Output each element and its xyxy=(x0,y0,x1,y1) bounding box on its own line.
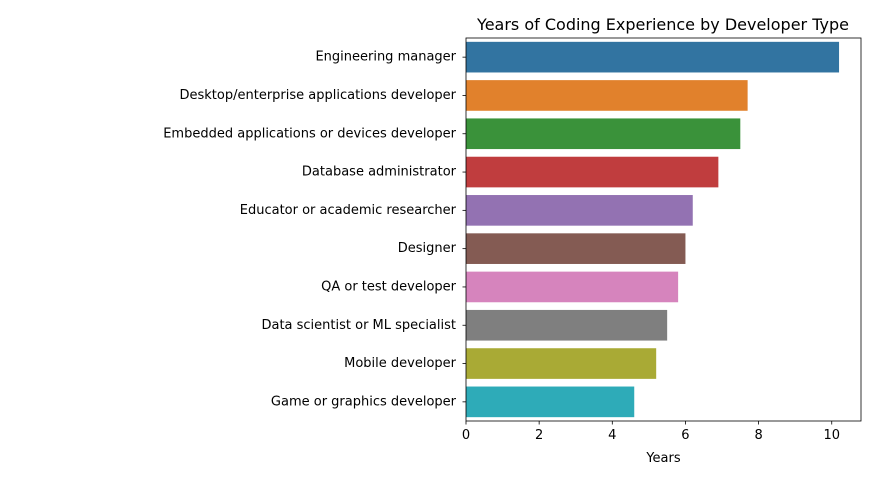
bar-2 xyxy=(466,118,741,150)
category-label-2: Embedded applications or devices develop… xyxy=(163,126,456,141)
category-label-3: Database administrator xyxy=(302,165,457,180)
category-label-5: Designer xyxy=(398,241,457,256)
category-label-8: Mobile developer xyxy=(344,356,457,371)
category-label-4: Educator or academic researcher xyxy=(240,203,457,218)
bar-8 xyxy=(466,348,657,379)
axes-frame xyxy=(465,37,862,422)
x-tick-label-2: 4 xyxy=(608,428,616,443)
category-label-7: Data scientist or ML specialist xyxy=(261,318,456,333)
x-tick-label-3: 6 xyxy=(681,428,689,443)
bars-group xyxy=(466,41,840,418)
bar-7 xyxy=(466,309,668,341)
bar-0 xyxy=(466,41,840,73)
bar-1 xyxy=(466,80,748,111)
x-ticks-group: 0 2 4 6 8 10 xyxy=(462,421,840,443)
category-labels-group: Engineering manager Desktop/enterprise ap… xyxy=(163,50,466,409)
chart-title: Years of Coding Experience by Developer … xyxy=(476,15,849,34)
bar-5 xyxy=(466,233,686,264)
category-label-9: Game or graphics developer xyxy=(271,394,457,409)
x-tick-label-0: 0 xyxy=(462,428,470,443)
bar-3 xyxy=(466,156,719,188)
bar-6 xyxy=(466,271,679,303)
category-label-1: Desktop/enterprise applications develope… xyxy=(180,88,457,103)
bar-9 xyxy=(466,386,635,418)
x-tick-label-1: 2 xyxy=(535,428,543,443)
x-axis-label: Years xyxy=(645,451,681,466)
x-tick-label-5: 10 xyxy=(823,428,840,443)
category-label-0: Engineering manager xyxy=(315,50,456,65)
bar-4 xyxy=(466,195,693,226)
category-label-6: QA or test developer xyxy=(321,279,457,294)
x-tick-label-4: 8 xyxy=(754,428,762,443)
plot-frame xyxy=(465,37,862,422)
